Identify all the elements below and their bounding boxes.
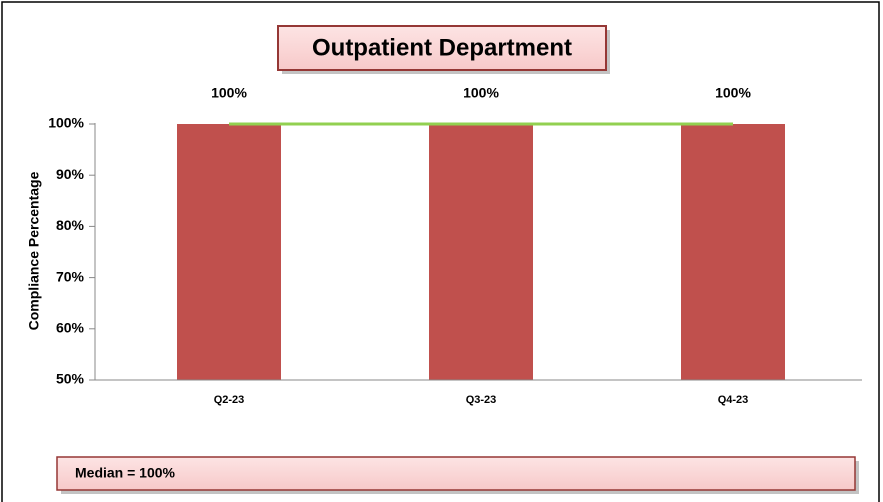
value-label: 100% [463, 85, 499, 101]
bar [429, 124, 533, 380]
title-box [277, 25, 607, 71]
chart-title: Outpatient Department [312, 34, 572, 61]
bar [177, 124, 281, 380]
y-tick-label: 90% [56, 166, 85, 182]
median-box [56, 456, 856, 491]
y-tick-label: 50% [56, 371, 85, 387]
y-tick-label: 60% [56, 320, 85, 336]
median-label: Median = 100% [75, 465, 176, 481]
bar [681, 124, 785, 380]
y-tick-label: 70% [56, 268, 85, 284]
y-tick-label: 80% [56, 217, 85, 233]
value-label: 100% [715, 85, 751, 101]
x-tick-label: Q3-23 [466, 394, 497, 406]
y-tick-label: 100% [48, 115, 84, 131]
x-tick-label: Q2-23 [214, 394, 245, 406]
x-tick-label: Q4-23 [718, 394, 749, 406]
value-label: 100% [211, 85, 247, 101]
y-axis-title: Compliance Percentage [26, 171, 42, 330]
